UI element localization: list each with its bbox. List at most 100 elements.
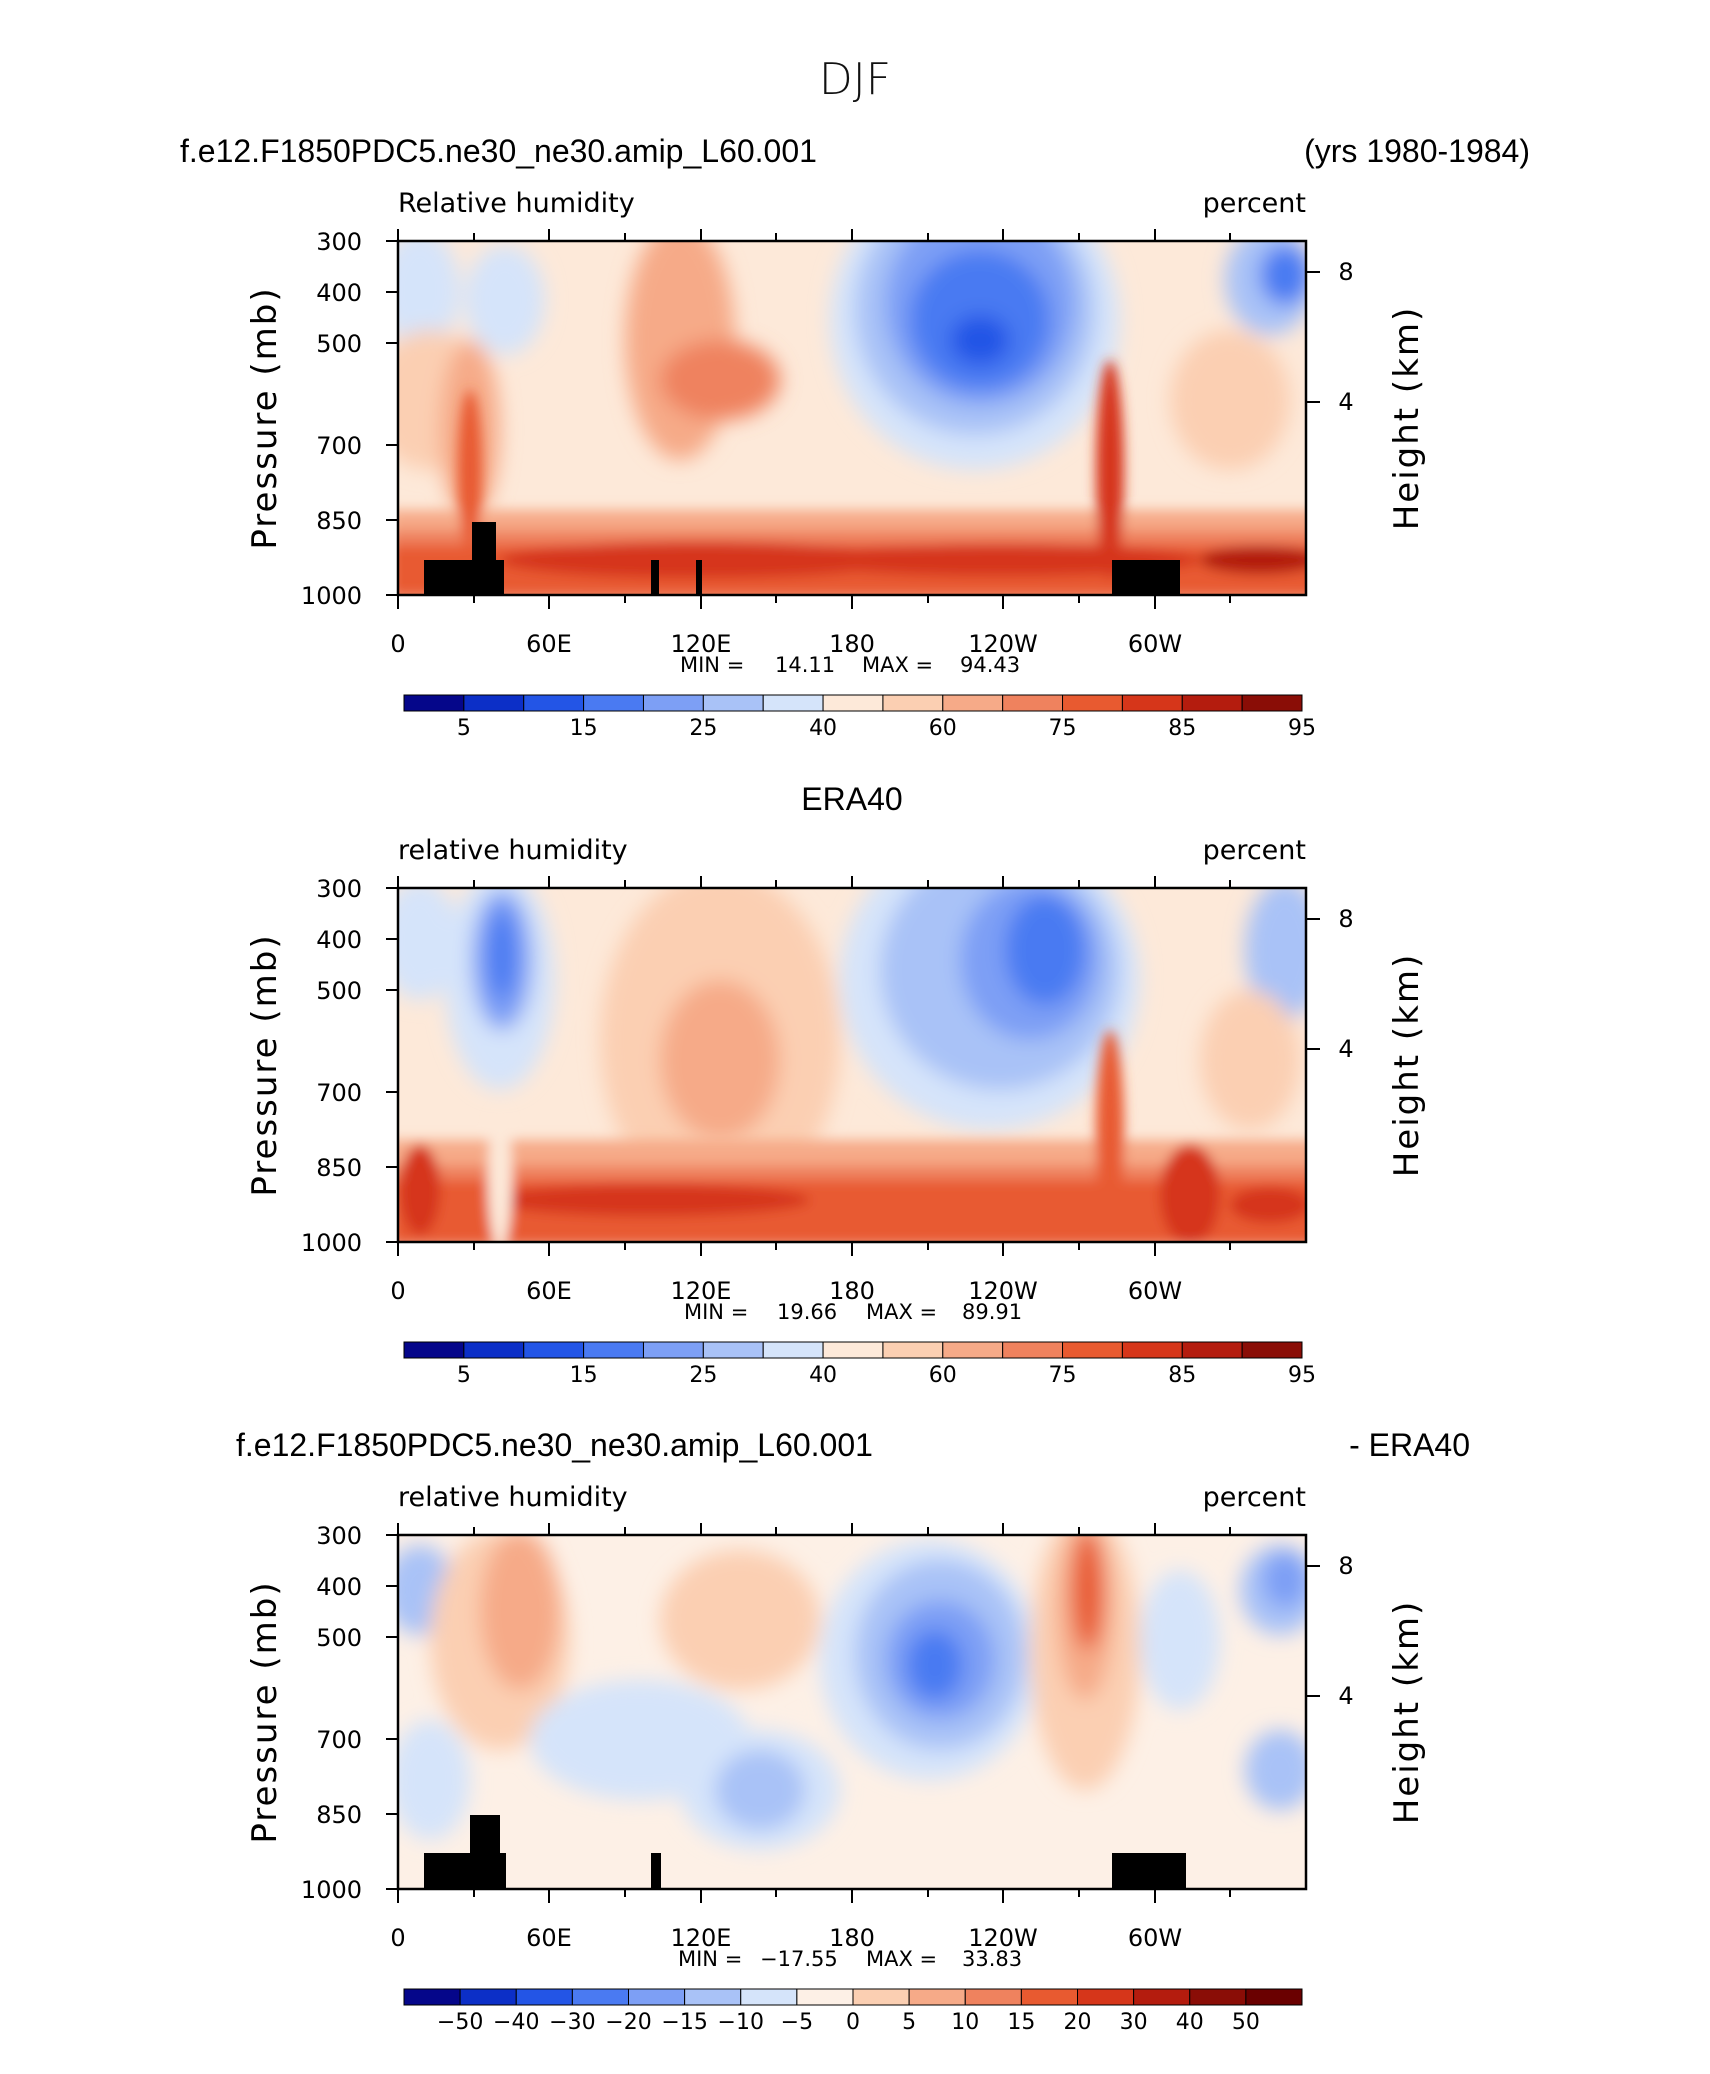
panel-2-x-tick: 60W xyxy=(1128,1277,1182,1305)
panel-3-height-tick: 8 xyxy=(1338,1552,1353,1580)
panel-3-topography xyxy=(470,1815,500,1889)
colorbar-label: 15 xyxy=(1007,2010,1035,2035)
panel-1-variable-label: Relative humidity xyxy=(398,188,635,219)
panel-1-x-tick: 0 xyxy=(390,630,405,658)
colorbar-swatch xyxy=(523,694,585,712)
panel-1-y-axis-label: Pressure (mb) xyxy=(245,286,285,549)
panel-1-height-tick: 8 xyxy=(1338,258,1353,286)
colorbar-label: 20 xyxy=(1064,2010,1092,2035)
panel-1-x-tick: 60W xyxy=(1128,630,1182,658)
panel-2-max-value: 89.91 xyxy=(962,1300,1022,1324)
panel-difference: f.e12.F1850PDC5.ne30_ne30.amip_L60.001 -… xyxy=(236,1427,1470,2035)
panel-1-topography xyxy=(472,522,496,595)
panel-1-right-axis: 8 4 Height (km) xyxy=(1306,258,1427,530)
colorbar-label: 40 xyxy=(1176,2010,1204,2035)
panel-2-right-axis: 8 4 Height (km) xyxy=(1306,905,1427,1177)
panel-1-left-axis: 300 400 500 700 850 1000 Pressure (mb) xyxy=(245,228,398,610)
panel-1-title-right: (yrs 1980-1984) xyxy=(1304,133,1530,169)
colorbar-swatch xyxy=(684,1988,742,2006)
panel-3-x-tick: 60E xyxy=(526,1924,572,1952)
panel-1-y-tick: 700 xyxy=(316,432,362,460)
panel-3-y-tick: 400 xyxy=(316,1573,362,1601)
panel-3-y-tick: 500 xyxy=(316,1624,362,1652)
colorbar-label: 15 xyxy=(570,716,598,741)
colorbar-swatch xyxy=(882,1341,944,1359)
colorbar-label: 5 xyxy=(457,1363,471,1388)
colorbar-label: 75 xyxy=(1049,1363,1077,1388)
colorbar-swatch xyxy=(523,1341,585,1359)
panel-3-y-tick: 300 xyxy=(316,1522,362,1550)
colorbar-label: 95 xyxy=(1288,1363,1316,1388)
colorbar-swatch xyxy=(1002,694,1064,712)
panel-1-topography xyxy=(496,560,504,595)
colorbar-label: 75 xyxy=(1049,716,1077,741)
panel-2-x-tick: 120W xyxy=(968,1277,1038,1305)
panel-1-y-tick: 850 xyxy=(316,507,362,535)
colorbar-swatch xyxy=(463,694,525,712)
panel-1-y-tick: 1000 xyxy=(301,582,362,610)
colorbar-swatch xyxy=(1121,694,1183,712)
colorbar-swatch xyxy=(571,1988,629,2006)
colorbar-swatch xyxy=(942,1341,1004,1359)
panel-2-colorbar: 5 15 25 40 60 75 85 95 xyxy=(403,1341,1316,1388)
colorbar-label: 85 xyxy=(1168,716,1196,741)
panel-3-height-tick: 4 xyxy=(1338,1682,1353,1710)
colorbar-label: 25 xyxy=(689,1363,717,1388)
colorbar-label: −30 xyxy=(549,2010,595,2035)
colorbar-swatch xyxy=(463,1341,525,1359)
panel-3-x-tick: 60W xyxy=(1128,1924,1182,1952)
panel-3-topography xyxy=(1112,1853,1186,1889)
panel-1-topography xyxy=(1112,560,1180,595)
colorbar-label: 25 xyxy=(689,716,717,741)
colorbar-label: −10 xyxy=(718,2010,764,2035)
colorbar-label: 60 xyxy=(929,716,957,741)
panel-1-y-tick: 300 xyxy=(316,228,362,256)
panel-3-min-label: MIN = xyxy=(678,1947,742,1971)
panel-3-min-value: −17.55 xyxy=(760,1947,838,1971)
colorbar-label: −15 xyxy=(661,2010,707,2035)
panel-2-height-tick: 4 xyxy=(1338,1035,1353,1063)
panel-2-y-tick: 700 xyxy=(316,1079,362,1107)
panel-1-contour-field xyxy=(398,241,1306,595)
colorbar-swatch xyxy=(403,1341,465,1359)
panel-3-y-tick: 850 xyxy=(316,1801,362,1829)
colorbar-swatch xyxy=(1002,1341,1064,1359)
colorbar-swatch xyxy=(942,694,1004,712)
panel-1-min-label: MIN = xyxy=(680,653,744,677)
colorbar-label: 40 xyxy=(809,1363,837,1388)
colorbar-swatch xyxy=(403,1988,461,2006)
colorbar-swatch xyxy=(702,1341,764,1359)
colorbar-swatch xyxy=(822,1341,884,1359)
panel-3-units-label: percent xyxy=(1203,1482,1306,1513)
panel-2-left-axis: 300 400 500 700 850 1000 Pressure (mb) xyxy=(245,875,398,1257)
panel-3-x-axis: 0 60E 120E 180 120W 60W xyxy=(390,1523,1231,1952)
panel-3-x-tick: 120E xyxy=(671,1924,732,1952)
colorbar-label: 95 xyxy=(1288,716,1316,741)
colorbar-swatch xyxy=(1181,694,1243,712)
panel-2-contour-field xyxy=(398,888,1306,1242)
panel-2-min-label: MIN = xyxy=(684,1300,748,1324)
panel-2-y-tick: 400 xyxy=(316,926,362,954)
colorbar-label: −50 xyxy=(437,2010,483,2035)
colorbar-swatch xyxy=(1181,1341,1243,1359)
panel-3-x-tick: 0 xyxy=(390,1924,405,1952)
colorbar-label: 40 xyxy=(809,716,837,741)
panel-1-x-tick: 120W xyxy=(968,630,1038,658)
panel-1-y-tick: 400 xyxy=(316,279,362,307)
panel-3-y-tick: 1000 xyxy=(301,1876,362,1904)
colorbar-label: −40 xyxy=(493,2010,539,2035)
colorbar-swatch xyxy=(796,1988,854,2006)
panel-2-min-value: 19.66 xyxy=(777,1300,837,1324)
colorbar-label: 5 xyxy=(902,2010,916,2035)
panel-1-x-tick: 180 xyxy=(829,630,875,658)
panel-2-y-tick: 850 xyxy=(316,1154,362,1182)
panel-2-x-axis: 0 60E 120E 180 120W 60W xyxy=(390,876,1231,1305)
panel-2-height-axis-label: Height (km) xyxy=(1387,953,1427,1178)
panel-2-max-label: MAX = xyxy=(866,1300,937,1324)
panel-1-height-tick: 4 xyxy=(1338,388,1353,416)
colorbar-label: 85 xyxy=(1168,1363,1196,1388)
panel-era40: ERA40 relative humidity percent xyxy=(245,781,1427,1388)
panel-3-right-axis: 8 4 Height (km) xyxy=(1306,1552,1427,1824)
panel-2-y-axis-label: Pressure (mb) xyxy=(245,933,285,1196)
panel-3-x-tick: 180 xyxy=(829,1924,875,1952)
